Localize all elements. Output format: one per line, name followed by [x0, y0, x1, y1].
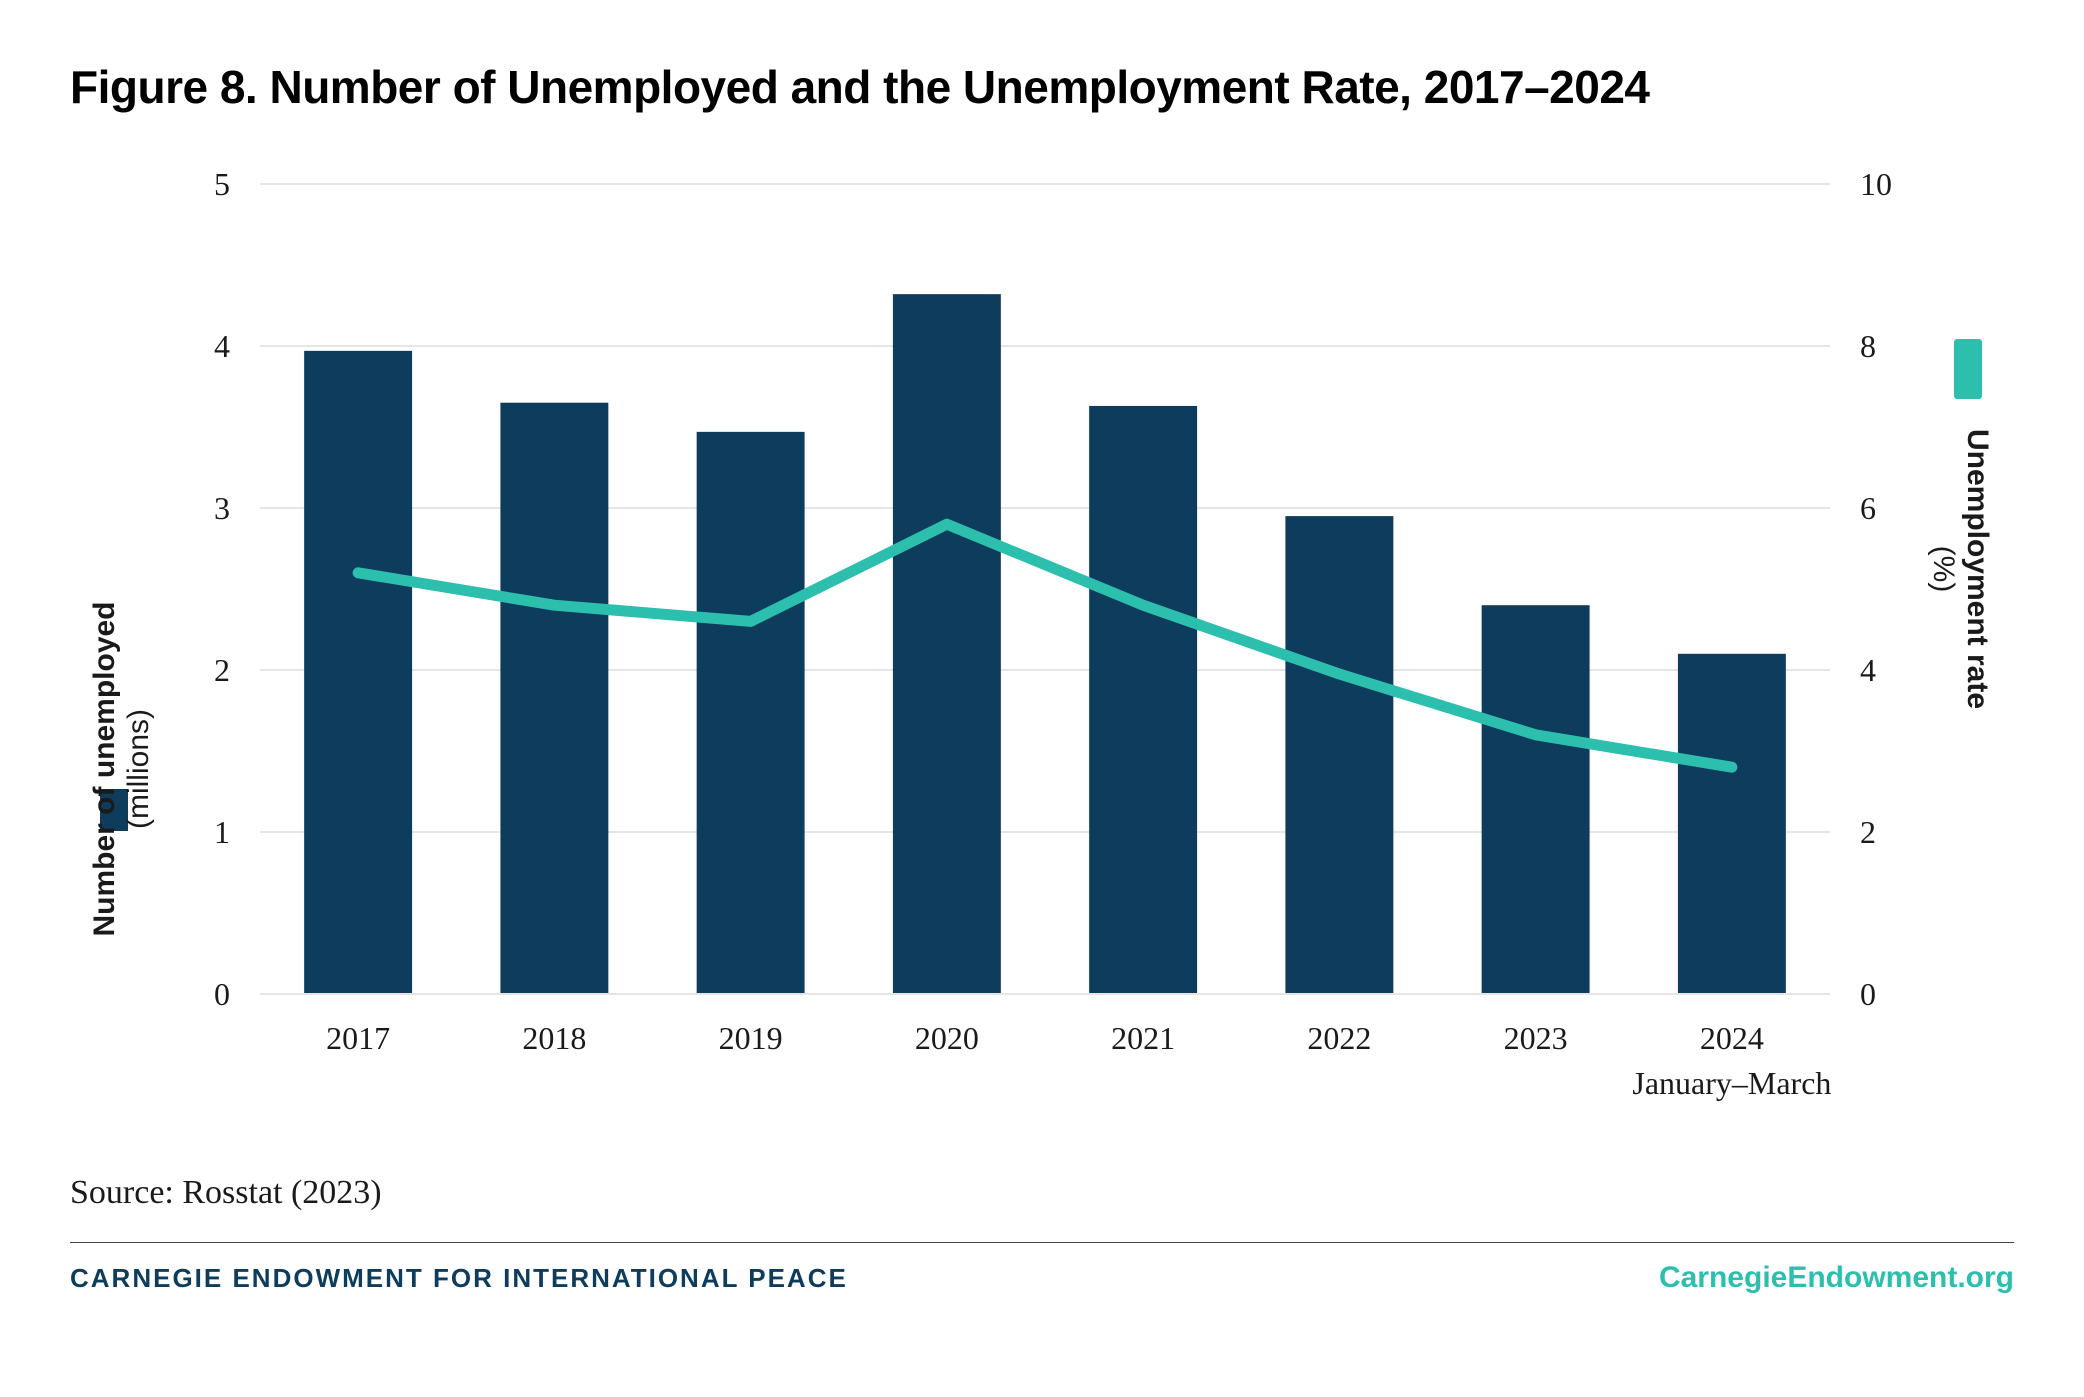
- y-left-title: Number of unemployed(millions): [88, 601, 155, 936]
- bar: [500, 403, 608, 994]
- x-tick-sub: January–March: [1632, 1065, 1831, 1101]
- footer: CARNEGIE ENDOWMENT FOR INTERNATIONAL PEA…: [70, 1261, 2014, 1295]
- bar: [1482, 605, 1590, 994]
- bar: [893, 294, 1001, 994]
- footer-url: CarnegieEndowment.org: [1659, 1261, 2014, 1295]
- x-tick: 2019: [719, 1020, 783, 1056]
- chart-title: Figure 8. Number of Unemployed and the U…: [70, 60, 2014, 114]
- x-tick: 2018: [522, 1020, 586, 1056]
- x-tick: 2022: [1307, 1020, 1371, 1056]
- bar: [1089, 406, 1197, 994]
- y-right-tick: 4: [1860, 652, 1876, 688]
- y-left-tick: 0: [214, 976, 230, 1012]
- y-left-tick: 1: [214, 814, 230, 850]
- source-text: Source: Rosstat (2023): [70, 1174, 2014, 1212]
- x-tick: 2017: [326, 1020, 390, 1056]
- bar: [304, 351, 412, 994]
- y-right-title: Unemployment rate(%): [1927, 429, 1994, 709]
- y-left-tick: 4: [214, 328, 230, 364]
- footer-divider: [70, 1242, 2014, 1243]
- chart-svg: 0 0 1 2 2 4 3 6 4 8 5 10 2017 2018 2019 2020 2021 2022 202…: [70, 154, 2014, 1154]
- y-right-tick: 6: [1860, 490, 1876, 526]
- y-left-tick: 2: [214, 652, 230, 688]
- bar: [1678, 654, 1786, 994]
- x-tick: 2021: [1111, 1020, 1175, 1056]
- y-right-tick: 0: [1860, 976, 1876, 1012]
- chart-area: 0 0 1 2 2 4 3 6 4 8 5 10 2017 2018 2019 2020 2021 2022 202…: [70, 154, 2014, 1154]
- x-tick: 2023: [1504, 1020, 1568, 1056]
- bar: [1285, 516, 1393, 994]
- y-right-tick: 8: [1860, 328, 1876, 364]
- x-tick: 2024: [1700, 1020, 1764, 1056]
- y-right-tick: 10: [1860, 166, 1892, 202]
- bar: [697, 432, 805, 994]
- y-left-tick: 5: [214, 166, 230, 202]
- footer-org: CARNEGIE ENDOWMENT FOR INTERNATIONAL PEA…: [70, 1263, 848, 1294]
- x-tick: 2020: [915, 1020, 979, 1056]
- chart-page: Figure 8. Number of Unemployed and the U…: [0, 0, 2084, 1397]
- y-left-tick: 3: [214, 490, 230, 526]
- legend-line-swatch: [1954, 339, 1982, 399]
- y-right-tick: 2: [1860, 814, 1876, 850]
